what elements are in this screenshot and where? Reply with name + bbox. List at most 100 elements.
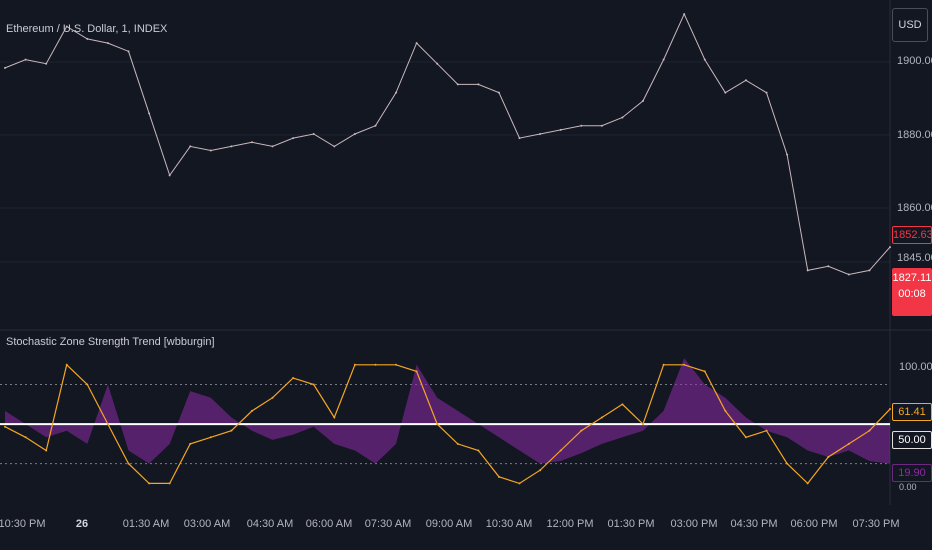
- price-point: [497, 91, 500, 94]
- price-point: [209, 149, 212, 152]
- stochastic-point: [353, 363, 356, 366]
- stochastic-point: [539, 469, 542, 472]
- stochastic-point: [642, 423, 645, 426]
- stochastic-point: [724, 409, 727, 412]
- time-label: 07:30 AM: [364, 518, 412, 530]
- price-point: [312, 133, 315, 135]
- price-point: [168, 174, 171, 177]
- stochastic-line: [4, 363, 891, 485]
- stochastic-point: [559, 449, 562, 452]
- price-point: [353, 133, 356, 135]
- time-label: 07:30 PM: [852, 518, 900, 530]
- time-label: 04:30 PM: [730, 518, 778, 530]
- mid-value-tag: 50.00: [892, 431, 932, 449]
- price-point: [106, 42, 109, 45]
- stochastic-point: [65, 363, 68, 366]
- price-point: [539, 133, 542, 135]
- price-point: [827, 265, 830, 268]
- price-point: [395, 91, 398, 94]
- price-point: [580, 124, 583, 127]
- price-point: [806, 269, 809, 272]
- stochastic-point: [786, 462, 789, 465]
- time-label: 12:00 PM: [546, 518, 594, 530]
- price-point: [477, 83, 480, 86]
- indicator-title: Stochastic Zone Strength Trend [wbburgin…: [6, 336, 215, 348]
- stochastic-point: [209, 436, 212, 439]
- stochastic-point: [86, 383, 89, 386]
- price-point: [456, 83, 459, 86]
- stochastic-point: [847, 442, 850, 445]
- time-label: 01:30 AM: [122, 518, 170, 530]
- stochastic-point: [765, 429, 768, 432]
- price-series-line: [4, 12, 891, 276]
- stochastic-point: [889, 408, 891, 411]
- stoch-value-tag: 61.41: [892, 403, 932, 421]
- stochastic-point: [744, 436, 747, 439]
- stochastic-point: [312, 383, 315, 386]
- time-label: 01:30 PM: [607, 518, 655, 530]
- stochastic-point: [250, 409, 253, 412]
- time-label: 06:00 PM: [790, 518, 838, 530]
- price-point: [786, 153, 789, 156]
- stochastic-point: [683, 363, 686, 366]
- price-point: [642, 99, 645, 102]
- price-point: [703, 58, 706, 61]
- time-label: 10:30 AM: [485, 518, 533, 530]
- price-point: [271, 145, 274, 148]
- price-point: [189, 145, 192, 148]
- stochastic-point: [271, 396, 274, 399]
- price-point: [765, 91, 768, 94]
- currency-button[interactable]: USD: [892, 8, 928, 42]
- last-price-value: 1827.11: [892, 272, 932, 284]
- stochastic-point: [148, 482, 151, 485]
- price-point: [724, 91, 727, 94]
- stochastic-point: [45, 449, 48, 452]
- time-label: 03:00 PM: [670, 518, 718, 530]
- price-point: [683, 13, 686, 16]
- stochastic-point: [127, 462, 130, 465]
- osc-tick-100: 100.00: [899, 361, 932, 373]
- price-point: [600, 124, 603, 127]
- price-point: [292, 137, 295, 140]
- stochastic-point: [230, 429, 233, 432]
- stochastic-point: [436, 423, 439, 426]
- price-point: [86, 37, 89, 40]
- stochastic-point: [395, 363, 398, 366]
- stochastic-point: [106, 423, 109, 426]
- last-price-tag: 1827.11 00:08: [892, 268, 932, 316]
- stochastic-point: [4, 425, 6, 428]
- time-label: 04:30 AM: [246, 518, 294, 530]
- price-tick-1860: 1860.00: [897, 202, 932, 214]
- time-label: 06:00 AM: [305, 518, 353, 530]
- price-point: [621, 116, 624, 119]
- stochastic-point: [456, 442, 459, 445]
- time-label: 26: [75, 518, 89, 530]
- osc-tick-0: 0.00: [899, 482, 917, 490]
- stochastic-point: [518, 482, 521, 485]
- time-label: 03:00 AM: [183, 518, 231, 530]
- stochastic-point: [621, 403, 624, 406]
- price-point: [374, 124, 377, 127]
- stochastic-point: [477, 449, 480, 452]
- stochastic-point: [497, 475, 500, 478]
- zone-strength-area: [5, 358, 890, 464]
- price-tick-1900: 1900.00: [897, 55, 932, 67]
- stochastic-point: [415, 370, 418, 373]
- stochastic-point: [374, 363, 377, 366]
- price-point: [662, 58, 665, 61]
- stochastic-point: [24, 436, 27, 439]
- price-point: [45, 62, 48, 65]
- price-point: [559, 128, 562, 131]
- price-point: [868, 269, 871, 272]
- stochastic-point: [580, 429, 583, 432]
- price-point: [415, 42, 418, 45]
- current-price-tag: 1852.63: [892, 226, 932, 244]
- stochastic-point: [292, 376, 295, 379]
- price-point: [127, 50, 130, 53]
- time-label: 09:00 AM: [425, 518, 473, 530]
- time-label: 10:30 PM: [0, 518, 46, 530]
- price-point: [65, 25, 68, 28]
- stochastic-point: [333, 416, 336, 419]
- stochastic-point: [806, 482, 809, 485]
